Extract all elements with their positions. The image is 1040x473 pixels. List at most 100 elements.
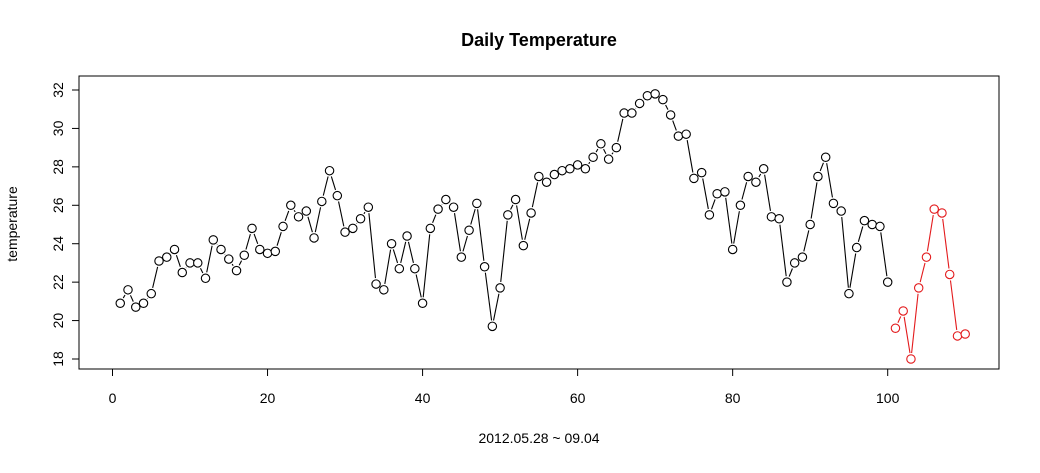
series-segment xyxy=(200,268,202,273)
series-segment xyxy=(393,249,397,263)
data-point xyxy=(232,266,240,274)
y-tick-label: 20 xyxy=(50,313,66,329)
data-point xyxy=(535,172,543,180)
y-tick-label: 32 xyxy=(50,82,66,98)
data-point xyxy=(852,243,860,251)
data-point xyxy=(124,286,132,294)
series-layer xyxy=(116,90,969,364)
data-point xyxy=(938,209,946,217)
data-point xyxy=(333,191,341,199)
data-point xyxy=(713,190,721,198)
series-segment xyxy=(463,236,467,251)
data-point xyxy=(783,278,791,286)
series-segment xyxy=(408,242,413,263)
series-segment xyxy=(596,149,598,152)
data-point xyxy=(550,170,558,178)
y-tick-label: 28 xyxy=(50,159,66,175)
data-point xyxy=(566,165,574,173)
data-point xyxy=(434,205,442,213)
series-segment xyxy=(315,207,320,232)
data-point xyxy=(922,253,930,261)
data-point xyxy=(372,280,380,288)
data-point xyxy=(907,355,915,363)
series-segment xyxy=(471,209,475,224)
data-point xyxy=(271,247,279,255)
data-point xyxy=(899,307,907,315)
data-point xyxy=(155,257,163,265)
data-point xyxy=(814,172,822,180)
series-segment xyxy=(239,261,241,266)
series-segment xyxy=(294,210,295,212)
series-segment xyxy=(308,217,312,232)
series-segment xyxy=(385,250,391,284)
series-segment xyxy=(532,182,537,207)
data-point xyxy=(457,253,465,261)
data-point xyxy=(736,201,744,209)
series-segment xyxy=(927,215,933,251)
series-segment xyxy=(780,225,786,276)
series-segment xyxy=(666,105,668,110)
data-point xyxy=(829,199,837,207)
series-segment xyxy=(742,182,747,199)
data-point xyxy=(132,303,140,311)
data-point xyxy=(387,240,395,248)
series-segment xyxy=(804,230,809,251)
data-point xyxy=(868,220,876,228)
data-point xyxy=(798,253,806,261)
data-point xyxy=(604,155,612,163)
data-point xyxy=(349,224,357,232)
series-segment xyxy=(525,219,530,240)
data-point xyxy=(674,132,682,140)
series-segment xyxy=(912,294,918,353)
series-segment xyxy=(618,119,623,142)
series-segment xyxy=(517,205,523,239)
data-point xyxy=(442,195,450,203)
series-segment xyxy=(943,219,949,269)
data-point xyxy=(496,284,504,292)
series-segment xyxy=(176,255,180,267)
series-segment xyxy=(827,163,833,197)
series-segment xyxy=(703,179,709,209)
data-point xyxy=(542,178,550,186)
series-segment xyxy=(433,215,436,223)
data-point xyxy=(263,249,271,257)
data-point xyxy=(752,178,760,186)
series-0 xyxy=(116,90,892,331)
data-point xyxy=(310,234,318,242)
series-segment xyxy=(232,264,233,266)
data-point xyxy=(643,92,651,100)
data-point xyxy=(356,215,364,223)
data-point xyxy=(581,165,589,173)
series-segment xyxy=(123,295,125,298)
data-point xyxy=(628,109,636,117)
series-segment xyxy=(734,211,740,243)
data-point xyxy=(186,259,194,267)
data-point xyxy=(287,201,295,209)
series-segment xyxy=(369,213,376,278)
series-segment xyxy=(687,140,693,172)
data-point xyxy=(860,216,868,224)
series-segment xyxy=(811,182,817,218)
data-point xyxy=(946,270,954,278)
data-point xyxy=(666,111,674,119)
data-point xyxy=(488,322,496,330)
data-point xyxy=(116,299,124,307)
data-point xyxy=(341,228,349,236)
x-tick-label: 40 xyxy=(415,390,431,406)
data-point xyxy=(318,197,326,205)
data-point xyxy=(170,245,178,253)
series-1 xyxy=(891,205,969,363)
data-point xyxy=(380,286,388,294)
series-segment xyxy=(511,205,513,210)
data-point xyxy=(395,264,403,272)
series-segment xyxy=(285,211,289,221)
series-segment xyxy=(612,153,613,155)
data-point xyxy=(744,172,752,180)
series-segment xyxy=(331,176,335,190)
chart-title: Daily Temperature xyxy=(461,30,617,50)
series-segment xyxy=(501,221,507,282)
series-segment xyxy=(726,198,732,244)
series-segment xyxy=(455,213,461,251)
